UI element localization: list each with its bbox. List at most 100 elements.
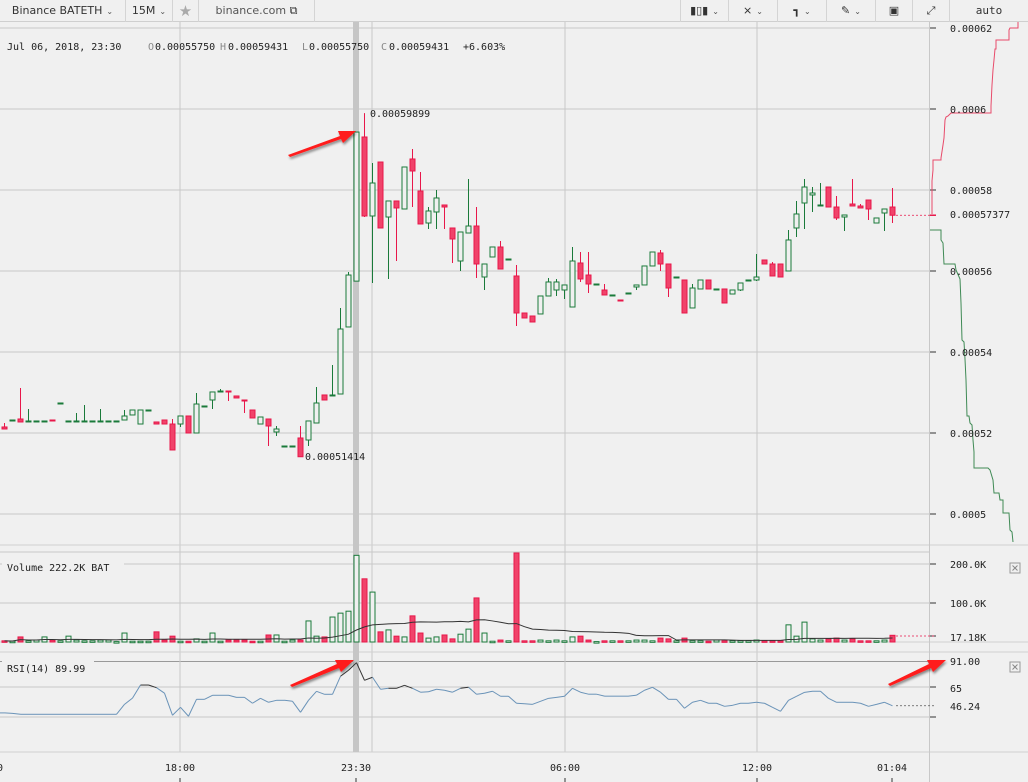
crosshair-time-label: 23:30	[341, 763, 371, 774]
candle-body	[201, 405, 208, 408]
close-volume-pane-button[interactable]	[1009, 562, 1021, 574]
time-axis[interactable]: 0 18:00 23:30 06:00 12:00 01:04	[0, 763, 907, 774]
candle-body	[505, 258, 512, 261]
volume-title: Volume 222.2K BAT	[7, 563, 109, 574]
candle-body	[185, 415, 192, 434]
candle	[593, 283, 600, 286]
close-icon	[1012, 565, 1018, 571]
chevron-down-icon: ⌄	[106, 7, 114, 16]
rsi-segment	[228, 694, 237, 698]
volume-bar	[481, 632, 488, 643]
candle	[81, 404, 88, 423]
source-link[interactable]: binance.com ⧉	[199, 0, 315, 22]
compare-icon: ┓	[793, 4, 800, 17]
volume-bar	[145, 640, 152, 644]
candle	[25, 408, 32, 423]
candle-body	[257, 416, 264, 425]
candle	[193, 392, 200, 434]
rsi-segment	[380, 687, 389, 690]
volume-bar	[545, 640, 552, 643]
candle	[369, 162, 376, 283]
drawing-button[interactable]: ✎ ⌄	[827, 0, 876, 22]
candle-body	[849, 203, 856, 207]
candle-body	[753, 276, 760, 281]
candle-body	[137, 409, 144, 425]
scale-mode-button[interactable]: auto	[950, 0, 1028, 22]
compare-button[interactable]: ┓ ⌄	[778, 0, 827, 22]
candle-body	[889, 206, 896, 216]
candle-body	[401, 166, 408, 210]
rsi-segment	[412, 687, 421, 693]
candle	[137, 409, 144, 425]
volume-bar	[417, 632, 424, 643]
volume-bar	[865, 640, 872, 643]
candle	[569, 246, 576, 308]
rsi-segment	[868, 703, 877, 707]
chevron-down-icon: ⌄	[756, 7, 763, 16]
time-axis-label: 06:00	[550, 763, 580, 774]
candle-body	[617, 299, 624, 302]
price-axis-label: 0.0005	[950, 510, 986, 521]
drawing-pencil-icon: ✎	[841, 4, 851, 17]
volume-bar	[25, 640, 32, 643]
favorite-star-icon[interactable]: ★	[173, 0, 199, 22]
volume-bar	[409, 615, 416, 643]
volume-bar	[241, 639, 248, 643]
fullscreen-button[interactable]: ⤢	[913, 0, 950, 22]
candle-body	[873, 217, 880, 224]
candle	[753, 253, 760, 282]
candle-body	[785, 239, 792, 272]
symbol-selector[interactable]: Binance BATETH ⌄	[0, 0, 126, 22]
candle	[449, 227, 456, 263]
candle-body	[57, 402, 64, 405]
rsi-segment	[628, 694, 637, 697]
rsi-segment	[132, 684, 141, 699]
rsi-segment	[156, 687, 165, 694]
candle	[233, 395, 240, 399]
price-axis[interactable]: 0.00062 0.0006 0.00058 0.00057377 0.0005…	[950, 24, 1010, 521]
candle	[825, 186, 832, 208]
candle	[41, 420, 48, 423]
rsi-segment	[684, 701, 693, 709]
candle-body	[233, 395, 240, 399]
indicators-button[interactable]: ⨯ ⌄	[729, 0, 778, 22]
volume-bar	[305, 620, 312, 643]
candle-body	[769, 263, 776, 277]
high-price-label: 0.00059899	[370, 109, 430, 120]
legend-high-label: H	[220, 42, 226, 53]
candle	[97, 408, 104, 423]
candle	[649, 251, 656, 267]
rsi-segment	[260, 697, 269, 703]
rsi-segment	[556, 695, 565, 698]
volume-bar	[49, 639, 56, 643]
candle-body	[81, 420, 88, 423]
candle	[849, 178, 856, 207]
rsi-segment	[356, 662, 365, 681]
close-rsi-pane-button[interactable]	[1009, 661, 1021, 673]
volume-bar	[185, 640, 192, 644]
candle	[505, 258, 512, 261]
time-axis-label: 01:04	[877, 763, 907, 774]
volume-bar	[433, 636, 440, 643]
rsi-segment	[372, 676, 381, 690]
candle	[65, 420, 72, 423]
time-axis-label: 0	[0, 763, 3, 774]
volume-bar	[313, 635, 320, 643]
rsi-segment	[756, 701, 765, 704]
candle-body	[801, 186, 808, 204]
candle	[393, 200, 400, 261]
grid-lines	[0, 22, 1028, 782]
candle-body	[665, 263, 672, 289]
chart-properties-button[interactable]: ▣	[876, 0, 913, 22]
candle	[529, 315, 536, 323]
depth-lines	[930, 22, 1019, 543]
candle	[809, 187, 816, 212]
candle-body	[97, 420, 104, 423]
volume-bar	[673, 640, 680, 643]
interval-selector[interactable]: 15M ⌄	[126, 0, 173, 22]
candle	[257, 416, 264, 425]
volume-bar	[361, 578, 368, 643]
candle-style-button[interactable]: ▮▯▮ ⌄	[680, 0, 729, 22]
volume-bar	[153, 631, 160, 643]
